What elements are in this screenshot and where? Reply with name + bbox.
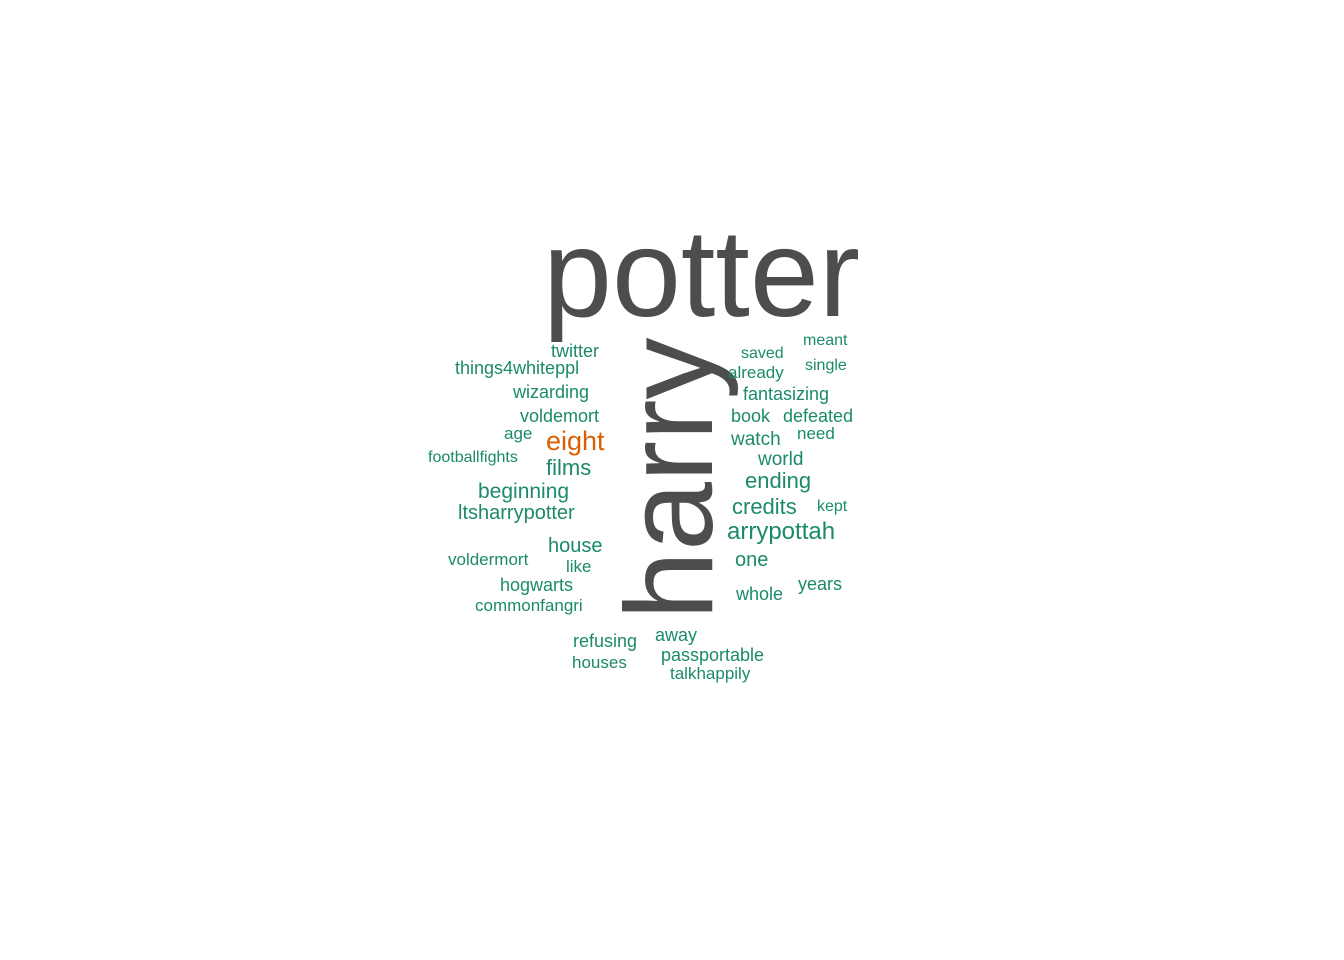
word-years: years — [798, 574, 843, 594]
word-meant: meant — [803, 332, 848, 349]
word-passportable: passportable — [661, 645, 765, 665]
word-voldermort: voldermort — [448, 550, 529, 569]
word-one: one — [735, 549, 769, 571]
word-saved: saved — [741, 345, 784, 362]
word-wizarding: wizarding — [513, 382, 590, 402]
word-things4whiteppl: things4whiteppl — [455, 358, 580, 378]
word-single: single — [805, 357, 847, 374]
word-twitter: twitter — [551, 341, 600, 361]
word-fantasizing: fantasizing — [743, 384, 830, 404]
word-age: age — [504, 424, 533, 443]
word-world: world — [758, 449, 804, 470]
word-hogwarts: hogwarts — [500, 575, 574, 595]
word-house: house — [548, 535, 603, 557]
word-refusing: refusing — [573, 631, 638, 651]
word-book: book — [731, 406, 771, 426]
word-credits: credits — [732, 494, 797, 519]
word-houses: houses — [572, 653, 627, 672]
word-voldemort: voldemort — [520, 406, 600, 426]
word-away: away — [655, 625, 698, 645]
word-need: need — [797, 424, 835, 443]
word-footballfights: footballfights — [428, 449, 518, 466]
word-potter: potter — [543, 205, 861, 343]
word-beginning: beginning — [478, 480, 570, 503]
word-watch: watch — [731, 429, 781, 450]
word-eight: eight — [546, 426, 605, 456]
word-already: already — [728, 363, 784, 382]
word-like: like — [566, 557, 592, 576]
word-kept: kept — [817, 498, 848, 515]
word-commonfangri: commonfangri — [475, 596, 583, 615]
word-defeated: defeated — [783, 406, 854, 426]
word-ending: ending — [745, 468, 812, 493]
word-films: films — [546, 455, 592, 480]
word-ltsharrypotter: ltsharrypotter — [458, 502, 575, 524]
word-talkhappily: talkhappily — [670, 664, 751, 683]
word-harry: harry — [601, 337, 739, 620]
word-whole: whole — [736, 584, 784, 604]
word-arrypottah: arrypottah — [727, 518, 836, 545]
